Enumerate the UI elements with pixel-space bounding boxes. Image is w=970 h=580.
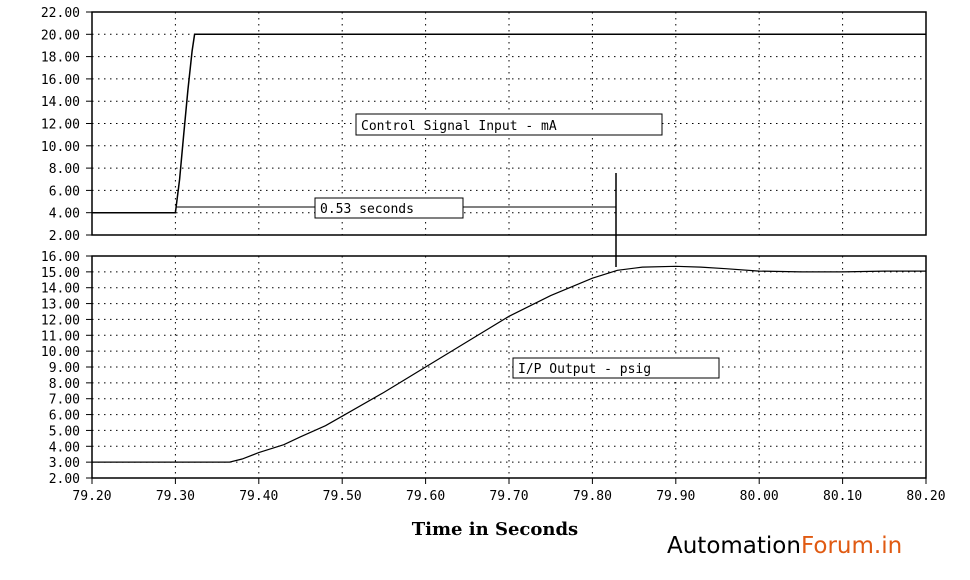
top-grid — [92, 12, 926, 235]
bottom-y-ticks: 2.003.004.005.006.007.008.009.0010.0011.… — [41, 250, 92, 487]
top-y-tick-label: 4.00 — [49, 207, 80, 222]
top-y-tick-label: 16.00 — [41, 73, 80, 88]
watermark-part2: Forum.in — [800, 533, 903, 559]
x-ticks: 79.20 79.30 79.40 79.50 79.60 79.70 79.80 79.90… — [72, 478, 946, 504]
top-y-tick-label: 2.00 — [49, 229, 80, 244]
top-y-tick-label: 8.00 — [49, 162, 80, 177]
bottom-y-tick-label: 14.00 — [41, 282, 80, 297]
bottom-y-tick-label: 16.00 — [41, 250, 80, 265]
x-tick-label: 79.20 — [72, 489, 111, 504]
bottom-y-tick-label: 4.00 — [49, 440, 80, 455]
bottom-y-tick-label: 10.00 — [41, 345, 80, 360]
bottom-y-tick-label: 15.00 — [41, 266, 80, 281]
top-y-tick-label: 14.00 — [41, 95, 80, 110]
bottom-grid — [92, 256, 926, 478]
x-tick-label: 79.40 — [239, 489, 278, 504]
watermark-part1: Automation — [667, 533, 801, 559]
ip-output-label: I/P Output - psig — [518, 362, 651, 377]
ip-output-line — [92, 265, 926, 463]
bottom-y-tick-label: 7.00 — [49, 393, 80, 408]
control-signal-label: Control Signal Input - mA — [361, 119, 557, 134]
x-tick-label: 80.20 — [906, 489, 945, 504]
x-axis-title: Time in Seconds — [412, 519, 578, 540]
top-y-tick-label: 18.00 — [41, 51, 80, 66]
bottom-y-tick-label: 2.00 — [49, 472, 80, 487]
delay-label-group: 0.53 seconds — [314, 197, 464, 219]
control-signal-label-group: Control Signal Input - mA — [355, 113, 663, 136]
top-y-tick-label: 12.00 — [41, 118, 80, 133]
bottom-y-tick-label: 13.00 — [41, 298, 80, 313]
x-tick-label: 79.90 — [656, 489, 695, 504]
top-y-tick-label: 6.00 — [49, 184, 80, 199]
top-y-tick-label: 22.00 — [41, 6, 80, 21]
bottom-y-tick-label: 8.00 — [49, 377, 80, 392]
x-tick-label: 79.50 — [323, 489, 362, 504]
bottom-y-tick-label: 3.00 — [49, 456, 80, 471]
top-y-ticks: 2.00 4.00 6.00 8.00 10.00 12.00 14.00 16.00 18.0… — [41, 6, 92, 244]
bottom-y-tick-label: 11.00 — [41, 329, 80, 344]
x-tick-label: 80.10 — [823, 489, 862, 504]
delay-label-box — [314, 197, 464, 219]
top-y-tick-label: 10.00 — [41, 140, 80, 155]
ip-output-label-box — [512, 357, 720, 379]
bottom-y-tick-label: 6.00 — [49, 409, 80, 424]
bottom-y-tick-label: 5.00 — [49, 424, 80, 439]
x-tick-label: 79.30 — [156, 489, 195, 504]
x-tick-label: 79.80 — [573, 489, 612, 504]
x-tick-label: 79.60 — [406, 489, 445, 504]
watermark-logo: AutomationForum.in — [667, 533, 902, 559]
x-tick-label: 79.70 — [489, 489, 528, 504]
x-tick-label: 80.00 — [740, 489, 779, 504]
delay-label: 0.53 seconds — [320, 202, 414, 217]
control-signal-line — [92, 33, 926, 214]
bottom-y-tick-label: 9.00 — [49, 361, 80, 376]
control-signal-label-box — [355, 113, 663, 136]
ip-output-label-group: I/P Output - psig — [512, 357, 720, 379]
top-y-tick-label: 20.00 — [41, 28, 80, 43]
bottom-y-tick-label: 12.00 — [41, 313, 80, 328]
